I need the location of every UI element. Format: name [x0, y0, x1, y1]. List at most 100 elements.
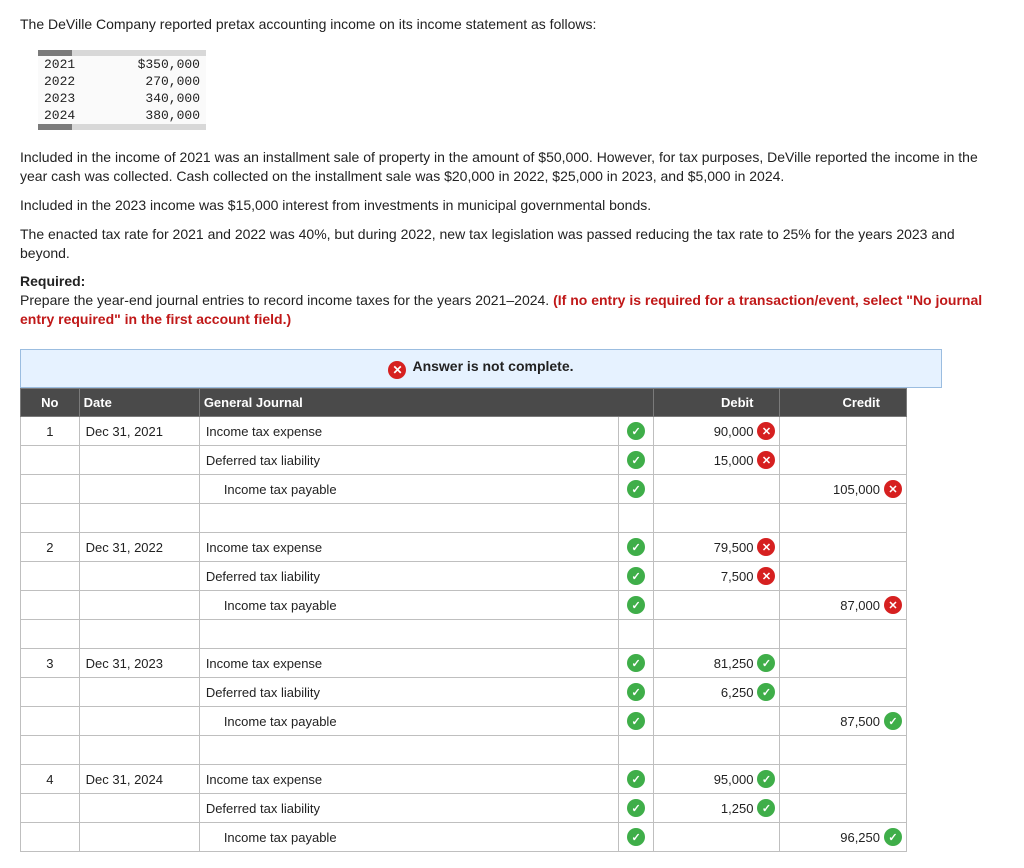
account-cell[interactable]: Income tax payable: [199, 823, 618, 852]
credit-cell[interactable]: [780, 794, 907, 823]
income-amount: $350,000: [102, 56, 206, 73]
income-row: 2024380,000: [38, 107, 206, 124]
entry-date[interactable]: [79, 678, 199, 707]
spacer-cell: [21, 736, 80, 765]
debit-cell[interactable]: 95,000✓: [654, 765, 780, 794]
x-icon: ✕: [884, 480, 902, 498]
entry-date[interactable]: Dec 31, 2022: [79, 533, 199, 562]
entry-no: [21, 707, 80, 736]
income-year: 2021: [38, 56, 102, 73]
journal-table: No Date General Journal Debit Credit 1De…: [20, 388, 907, 852]
account-cell[interactable]: Income tax payable: [199, 475, 618, 504]
debit-cell[interactable]: [654, 591, 780, 620]
check-icon: ✓: [627, 828, 645, 846]
credit-cell[interactable]: [780, 562, 907, 591]
answer-status-banner: ✕ Answer is not complete.: [20, 349, 942, 388]
credit-cell[interactable]: [780, 678, 907, 707]
required-label: Required:: [20, 273, 85, 289]
spacer-cell: [21, 620, 80, 649]
entry-date[interactable]: Dec 31, 2024: [79, 765, 199, 794]
entry-no: [21, 562, 80, 591]
check-icon: ✓: [627, 799, 645, 817]
income-amount: 380,000: [102, 107, 206, 124]
debit-cell[interactable]: 7,500✕: [654, 562, 780, 591]
spacer-cell: [654, 736, 780, 765]
spacer-cell: [199, 504, 618, 533]
header-credit: Credit: [780, 389, 907, 417]
credit-cell[interactable]: [780, 649, 907, 678]
account-cell[interactable]: Income tax payable: [199, 591, 618, 620]
debit-cell[interactable]: 15,000✕: [654, 446, 780, 475]
entry-date[interactable]: Dec 31, 2023: [79, 649, 199, 678]
credit-cell[interactable]: [780, 533, 907, 562]
check-icon: ✓: [757, 770, 775, 788]
journal-row: 3Dec 31, 2023Income tax expense✓81,250✓: [21, 649, 907, 678]
paragraph-3: The enacted tax rate for 2021 and 2022 w…: [20, 225, 1004, 263]
credit-cell[interactable]: [780, 446, 907, 475]
entry-no: [21, 475, 80, 504]
check-icon: ✓: [627, 712, 645, 730]
account-mark: ✓: [619, 417, 654, 446]
credit-cell[interactable]: 87,500✓: [780, 707, 907, 736]
account-mark: ✓: [619, 823, 654, 852]
entry-no: [21, 794, 80, 823]
account-cell[interactable]: Income tax expense: [199, 417, 618, 446]
paragraph-2: Included in the 2023 income was $15,000 …: [20, 196, 1004, 215]
credit-cell[interactable]: 87,000✕: [780, 591, 907, 620]
account-cell[interactable]: Income tax payable: [199, 707, 618, 736]
debit-cell[interactable]: 6,250✓: [654, 678, 780, 707]
spacer-row: [21, 620, 907, 649]
spacer-row: [21, 736, 907, 765]
credit-cell[interactable]: 105,000✕: [780, 475, 907, 504]
check-icon: ✓: [627, 480, 645, 498]
account-cell[interactable]: Deferred tax liability: [199, 794, 618, 823]
income-year: 2024: [38, 107, 102, 124]
credit-cell[interactable]: [780, 765, 907, 794]
check-icon: ✓: [627, 683, 645, 701]
entry-no: [21, 591, 80, 620]
banner-text: Answer is not complete.: [412, 358, 573, 374]
account-cell[interactable]: Income tax expense: [199, 649, 618, 678]
entry-date[interactable]: [79, 707, 199, 736]
account-mark: ✓: [619, 562, 654, 591]
credit-cell[interactable]: 96,250✓: [780, 823, 907, 852]
debit-cell[interactable]: [654, 707, 780, 736]
credit-cell[interactable]: [780, 417, 907, 446]
entry-date[interactable]: [79, 475, 199, 504]
check-icon: ✓: [627, 422, 645, 440]
entry-date[interactable]: [79, 446, 199, 475]
entry-date[interactable]: [79, 794, 199, 823]
debit-cell[interactable]: 1,250✓: [654, 794, 780, 823]
entry-date[interactable]: Dec 31, 2021: [79, 417, 199, 446]
debit-cell[interactable]: 81,250✓: [654, 649, 780, 678]
account-mark: ✓: [619, 765, 654, 794]
account-cell[interactable]: Deferred tax liability: [199, 562, 618, 591]
account-cell[interactable]: Deferred tax liability: [199, 678, 618, 707]
debit-cell[interactable]: 79,500✕: [654, 533, 780, 562]
debit-cell[interactable]: [654, 475, 780, 504]
income-amount: 270,000: [102, 73, 206, 90]
x-icon: ✕: [388, 361, 406, 379]
spacer-row: [21, 504, 907, 533]
debit-cell[interactable]: 90,000✕: [654, 417, 780, 446]
account-cell[interactable]: Income tax expense: [199, 765, 618, 794]
entry-no: 1: [21, 417, 80, 446]
account-cell[interactable]: Deferred tax liability: [199, 446, 618, 475]
debit-cell[interactable]: [654, 823, 780, 852]
intro-paragraph: The DeVille Company reported pretax acco…: [20, 16, 1004, 32]
entry-no: 4: [21, 765, 80, 794]
income-table: 2021$350,0002022270,0002023340,000202438…: [38, 56, 206, 124]
check-icon: ✓: [757, 799, 775, 817]
header-no: No: [21, 389, 80, 417]
entry-date[interactable]: [79, 823, 199, 852]
check-icon: ✓: [627, 538, 645, 556]
account-cell[interactable]: Income tax expense: [199, 533, 618, 562]
check-icon: ✓: [627, 654, 645, 672]
spacer-cell: [199, 620, 618, 649]
account-mark: ✓: [619, 678, 654, 707]
income-table-container: 2021$350,0002022270,0002023340,000202438…: [38, 50, 206, 130]
spacer-cell: [79, 504, 199, 533]
entry-date[interactable]: [79, 591, 199, 620]
check-icon: ✓: [627, 451, 645, 469]
entry-date[interactable]: [79, 562, 199, 591]
